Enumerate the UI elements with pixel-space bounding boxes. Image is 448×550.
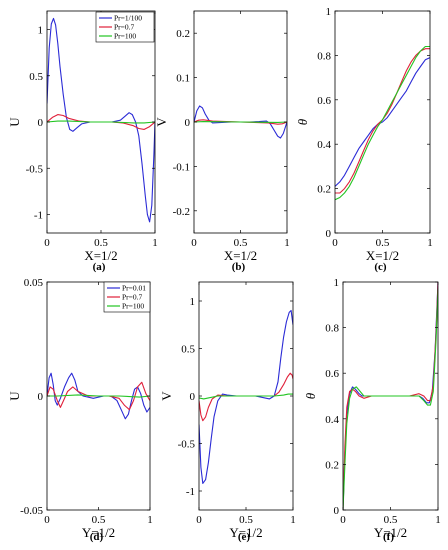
y-tick-label-c-0: 0 bbox=[326, 228, 332, 240]
x-tick-label-a-2: 1 bbox=[152, 237, 158, 249]
y-axis-label-f: θ bbox=[303, 392, 318, 399]
legend-label-a-0: Pr=1/100 bbox=[114, 14, 142, 23]
panel-e: 0 0.5 1 -1 -0.5 0 0.5 1 Y=1/2 V (e) bbox=[159, 281, 296, 543]
x-axis-label-a: X=1/2 bbox=[84, 248, 117, 263]
y-tick-label-a-4: 1 bbox=[38, 25, 44, 37]
y-tick-label-a-0: -1 bbox=[34, 210, 43, 222]
y-tick-label-f-4: 0.8 bbox=[325, 323, 339, 335]
y-axis-label-d: U bbox=[7, 391, 22, 401]
x-tick-label-f-1: 0.5 bbox=[384, 514, 398, 526]
y-tick-label-a-2: 0 bbox=[38, 117, 44, 129]
legend-label-a-1: Pr=0.7 bbox=[114, 23, 135, 32]
x-tick-label-c-0: 0 bbox=[332, 237, 338, 249]
y-tick-label-b-3: 0.1 bbox=[176, 73, 190, 85]
y-axis-label-b: V bbox=[154, 117, 169, 127]
panel-caption-f: (f) bbox=[383, 531, 394, 543]
panel-caption-c: (c) bbox=[374, 261, 387, 273]
legend-box-a bbox=[95, 11, 155, 43]
y-tick-label-e-0: -1 bbox=[186, 486, 195, 498]
y-tick-label-f-5: 1 bbox=[334, 277, 340, 289]
y-tick-label-b-4: 0.2 bbox=[176, 28, 190, 40]
x-tick-label-b-1: 0.5 bbox=[234, 237, 248, 249]
y-tick-label-d-2: 0.05 bbox=[24, 277, 44, 289]
y-tick-label-b-2: 0 bbox=[185, 117, 191, 129]
x-axis-label-b: X=1/2 bbox=[224, 248, 257, 263]
x-axis-label-f: Y=1/2 bbox=[374, 525, 407, 540]
x-tick-label-c-2: 1 bbox=[427, 237, 433, 249]
x-tick-label-d-0: 0 bbox=[44, 514, 50, 526]
panel-c: 0 0.5 1 0 0.2 0.4 0.6 0.8 1 X=1/2 θ (c) bbox=[295, 6, 433, 273]
x-tick-label-a-0: 0 bbox=[44, 237, 50, 249]
panel-caption-b: (b) bbox=[232, 261, 246, 273]
y-tick-label-b-1: -0.1 bbox=[173, 161, 190, 173]
legend-label-d-2: Pr=100 bbox=[122, 302, 144, 311]
x-tick-label-d-2: 1 bbox=[147, 514, 153, 526]
y-tick-label-c-5: 1 bbox=[326, 6, 332, 18]
y-tick-label-b-0: -0.2 bbox=[173, 206, 190, 218]
x-tick-label-e-2: 1 bbox=[290, 514, 296, 526]
legend-label-d-1: Pr=0.7 bbox=[122, 293, 143, 302]
y-tick-label-d-0: -0.05 bbox=[20, 505, 43, 517]
x-axis-label-c: X=1/2 bbox=[366, 248, 399, 263]
y-tick-label-f-3: 0.6 bbox=[325, 368, 339, 380]
x-tick-label-e-0: 0 bbox=[196, 514, 202, 526]
panel-a: 0 0.5 1 -1 -0.5 0 0.5 1 X=1/2 U (a) Pr=1/100Pr=0.7P… bbox=[7, 10, 158, 273]
y-tick-label-f-0: 0 bbox=[334, 505, 340, 517]
y-tick-label-c-4: 0.8 bbox=[317, 50, 331, 62]
series-line-c-2 bbox=[335, 45, 430, 201]
x-tick-label-f-0: 0 bbox=[340, 514, 346, 526]
series-line-c-0 bbox=[335, 57, 430, 187]
legend-label-a-2: Pr=100 bbox=[114, 32, 136, 41]
series-line-a-2 bbox=[47, 120, 155, 124]
y-tick-label-a-3: 0.5 bbox=[29, 71, 43, 83]
y-tick-label-f-2: 0.4 bbox=[325, 414, 339, 426]
x-tick-label-b-0: 0 bbox=[191, 237, 197, 249]
x-tick-label-e-1: 0.5 bbox=[239, 514, 253, 526]
series-line-e-2 bbox=[199, 393, 293, 400]
y-axis-label-a: U bbox=[7, 117, 22, 127]
x-tick-label-f-2: 1 bbox=[435, 514, 441, 526]
y-tick-label-f-1: 0.2 bbox=[325, 459, 339, 471]
y-tick-label-e-3: 0.5 bbox=[181, 344, 195, 356]
x-axis-label-d: Y=1/2 bbox=[82, 525, 115, 540]
panel-caption-e: (e) bbox=[238, 531, 251, 543]
series-line-f-2 bbox=[343, 288, 438, 510]
panel-d: 0 0.5 1-0.0500.05Y=1/2U(d)Pr=0.01Pr=0.7Pr=… bbox=[7, 277, 153, 543]
x-tick-label-b-2: 1 bbox=[284, 237, 290, 249]
series-line-b-2 bbox=[194, 121, 287, 123]
series-line-c-1 bbox=[335, 48, 430, 194]
series-line-d-2 bbox=[47, 394, 150, 398]
x-tick-label-a-1: 0.5 bbox=[94, 237, 108, 249]
y-tick-label-d-1: 0 bbox=[38, 391, 44, 403]
series-line-d-0 bbox=[47, 372, 150, 420]
panel-caption-d: (d) bbox=[90, 531, 104, 543]
y-tick-label-c-3: 0.6 bbox=[317, 95, 331, 107]
x-tick-label-d-1: 0.5 bbox=[92, 514, 106, 526]
y-tick-label-c-2: 0.4 bbox=[317, 139, 331, 151]
y-axis-label-e: V bbox=[159, 391, 174, 401]
x-tick-label-c-1: 0.5 bbox=[376, 237, 390, 249]
panel-f: 0 0.5 1 0 0.2 0.4 0.6 0.8 1 Y=1/2 θ (f) bbox=[303, 277, 441, 543]
y-tick-label-e-4: 1 bbox=[190, 296, 196, 308]
y-axis-label-c: θ bbox=[295, 118, 310, 125]
y-tick-label-a-1: -0.5 bbox=[26, 163, 44, 175]
y-tick-label-e-2: 0 bbox=[190, 391, 196, 403]
x-axis-label-e: Y=1/2 bbox=[229, 525, 262, 540]
panel-caption-a: (a) bbox=[93, 261, 106, 273]
panel-b: 0 0.5 1 -0.2 -0.1 0 0.1 0.2 X=1/2 V (b) bbox=[154, 10, 290, 273]
y-tick-label-c-1: 0.2 bbox=[317, 184, 331, 196]
legend-label-d-0: Pr=0.01 bbox=[122, 284, 146, 293]
series-line-a-0 bbox=[47, 17, 155, 223]
y-tick-label-e-1: -0.5 bbox=[178, 439, 196, 451]
